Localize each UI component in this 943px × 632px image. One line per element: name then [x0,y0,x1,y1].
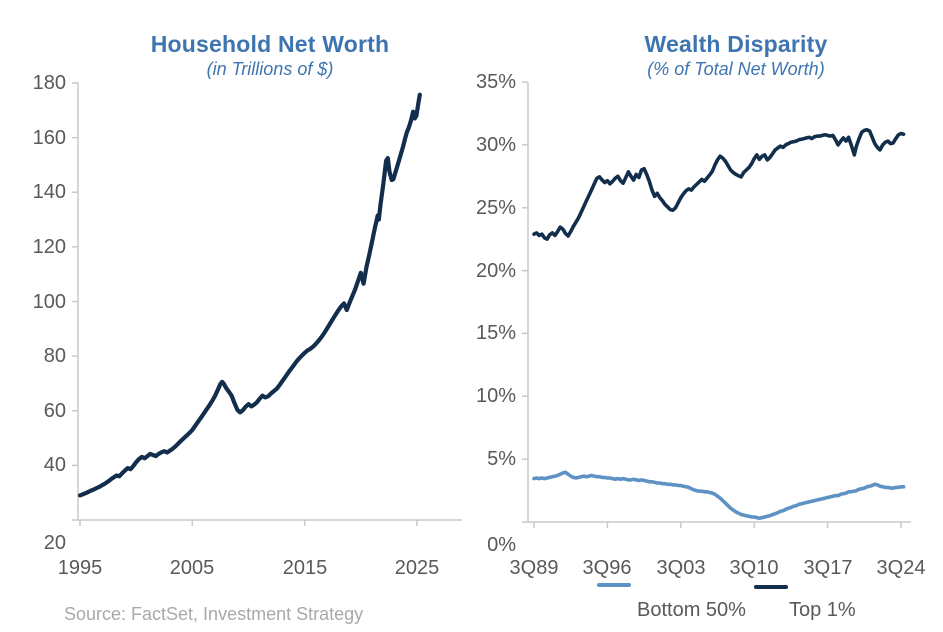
chart-title-household-net-worth: Household Net Worth [150,31,390,57]
source-note: Source: FactSet, Investment Strategy [64,604,364,624]
legend-label-bottom-50: Bottom 50% [637,599,746,621]
series-line-household-net-worth [77,92,422,498]
y-tick-label: 20% [475,260,516,282]
x-tick-label: 3Q17 [803,557,853,579]
y-tick-label: 60 [43,400,66,422]
y-tick-label: 35% [475,71,516,93]
y-tick-label: 120 [32,236,66,258]
axis-lines-chart-1 [522,81,911,528]
y-tick-label: 40 [43,454,66,476]
y-tick-label: 25% [475,197,516,219]
legend-swatch-top-1 [754,585,788,589]
x-tick-label: 2015 [282,557,328,579]
y-tick-label: 30% [475,134,516,156]
x-tick-label: 3Q24 [876,557,926,579]
x-tick-label: 3Q10 [729,557,779,579]
x-tick-label: 2025 [394,557,440,579]
y-tick-label: 0% [487,534,516,556]
y-tick-label: 160 [32,127,66,149]
y-tick-label: 5% [487,448,516,470]
y-tick-label: 20 [43,532,66,554]
chart-subtitle-household-net-worth: (in Trillions of $) [206,59,334,79]
y-tick-label: 180 [32,72,66,94]
y-tick-label: 100 [32,291,66,313]
x-tick-label: 3Q03 [656,557,706,579]
x-tick-label: 1995 [57,557,103,579]
x-tick-label: 2005 [169,557,215,579]
chart-title-wealth-disparity: Wealth Disparity [644,31,828,57]
y-tick-label: 80 [43,345,66,367]
y-tick-label: 140 [32,181,66,203]
y-tick-label: 15% [475,322,516,344]
x-tick-label: 3Q96 [582,557,632,579]
axis-lines-chart-0 [72,82,462,526]
series-line-bottom-50- [532,470,906,521]
chart-subtitle-wealth-disparity: (% of Total Net Worth) [647,59,825,79]
series-line-top-1- [532,128,906,241]
legend-label-top-1: Top 1% [789,599,856,621]
legend-swatch-bottom-50 [597,583,631,587]
x-tick-label: 3Q89 [509,557,559,579]
y-tick-label: 10% [475,385,516,407]
